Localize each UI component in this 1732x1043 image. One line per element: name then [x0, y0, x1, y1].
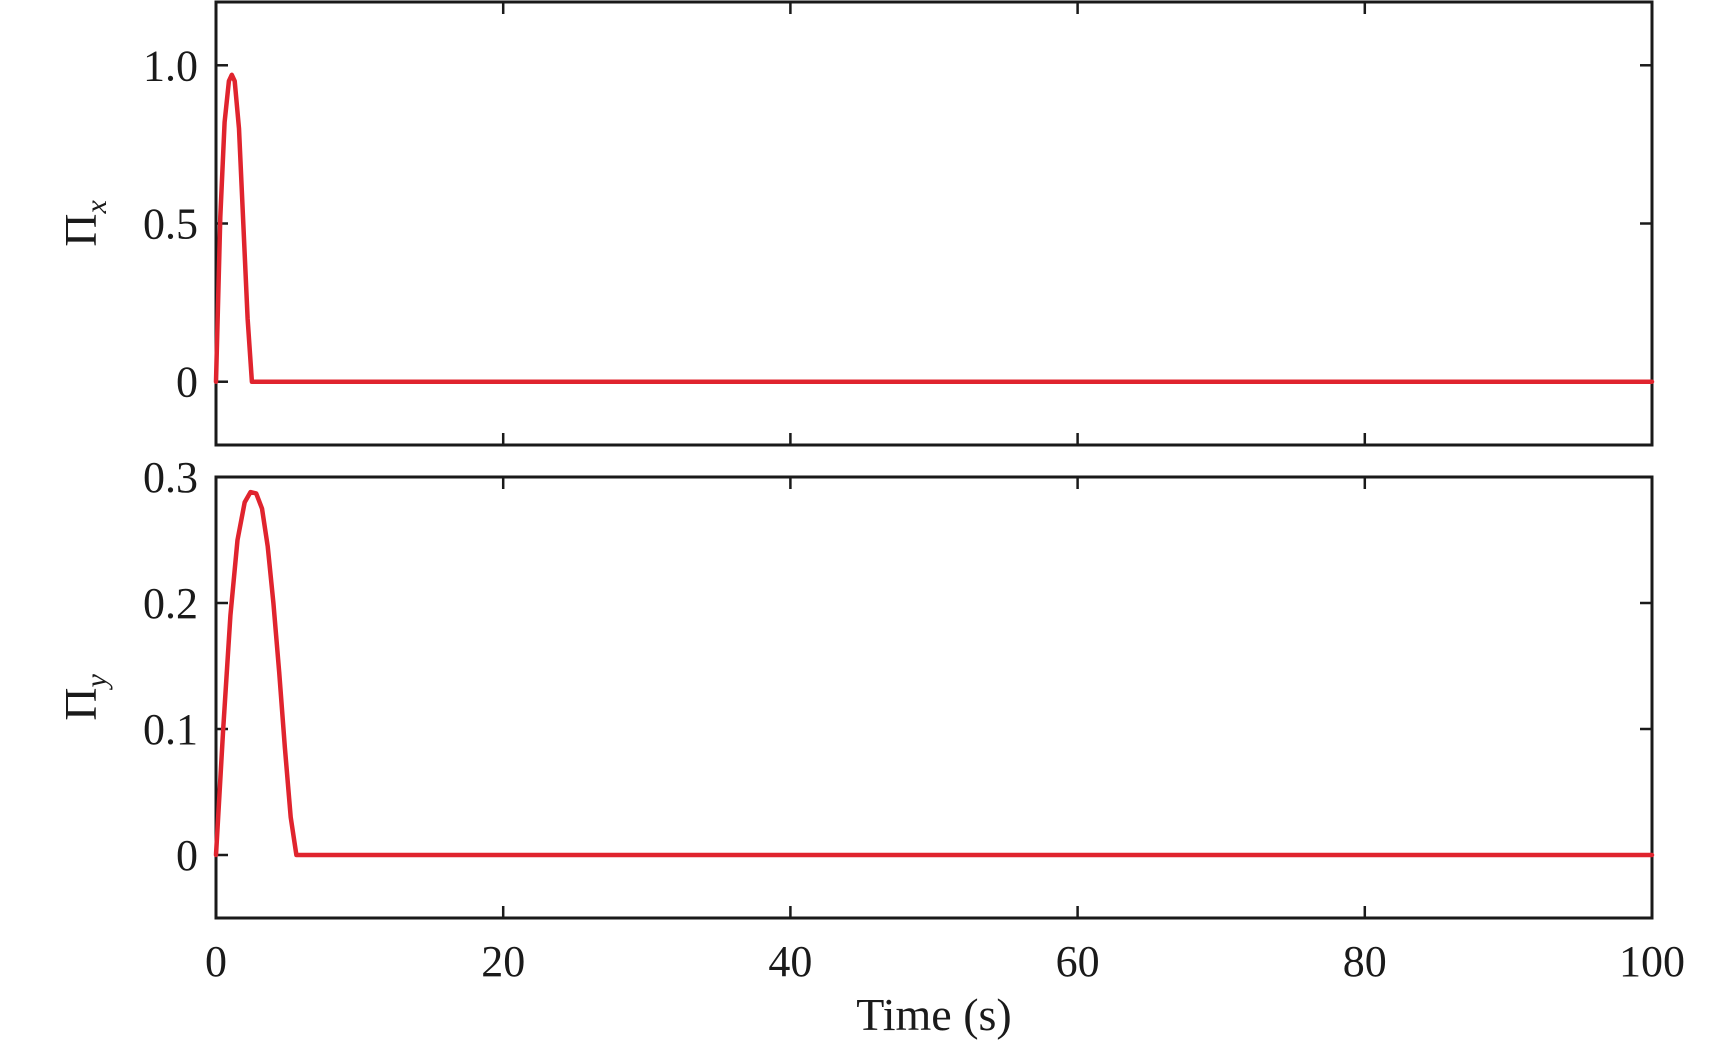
series-line — [213, 72, 1655, 384]
y-tick-label: 1.0 — [143, 41, 198, 90]
y-tick-label: 0.3 — [143, 453, 198, 502]
y-tick-label: 0.5 — [143, 200, 198, 249]
y-axis-label-symbol: Π — [55, 688, 106, 721]
x-tick-label: 0 — [205, 937, 227, 986]
series-line — [213, 489, 1655, 858]
y-tick-label: 0 — [176, 831, 198, 880]
plot-frame — [214, 475, 1654, 920]
x-tick-label: 20 — [481, 937, 525, 986]
y-tick-label: 0 — [176, 358, 198, 407]
x-axis-label: Time (s) — [856, 989, 1012, 1040]
y-tick-label: 0.1 — [143, 705, 198, 754]
y-axis-label: Πx — [55, 200, 113, 247]
y-axis-label-subscript: x — [80, 200, 113, 215]
x-tick-label: 80 — [1343, 937, 1387, 986]
x-tick-label: 60 — [1056, 937, 1100, 986]
y-axis-label-subscript: y — [80, 674, 113, 691]
y-axis-label-symbol: Π — [55, 214, 106, 247]
panel-pi-x: 0 0.5 1.0 Πx — [55, 0, 1655, 447]
plot-frame — [214, 0, 1654, 447]
x-tick-label: 40 — [768, 937, 812, 986]
y-tick-label: 0.2 — [143, 579, 198, 628]
x-tick-label: 100 — [1619, 937, 1685, 986]
y-axis-label: Πy — [55, 674, 113, 721]
panel-pi-y: 0 0.1 0.2 0.3 0 20 40 60 80 100 Πy Time (s) — [55, 453, 1685, 1040]
